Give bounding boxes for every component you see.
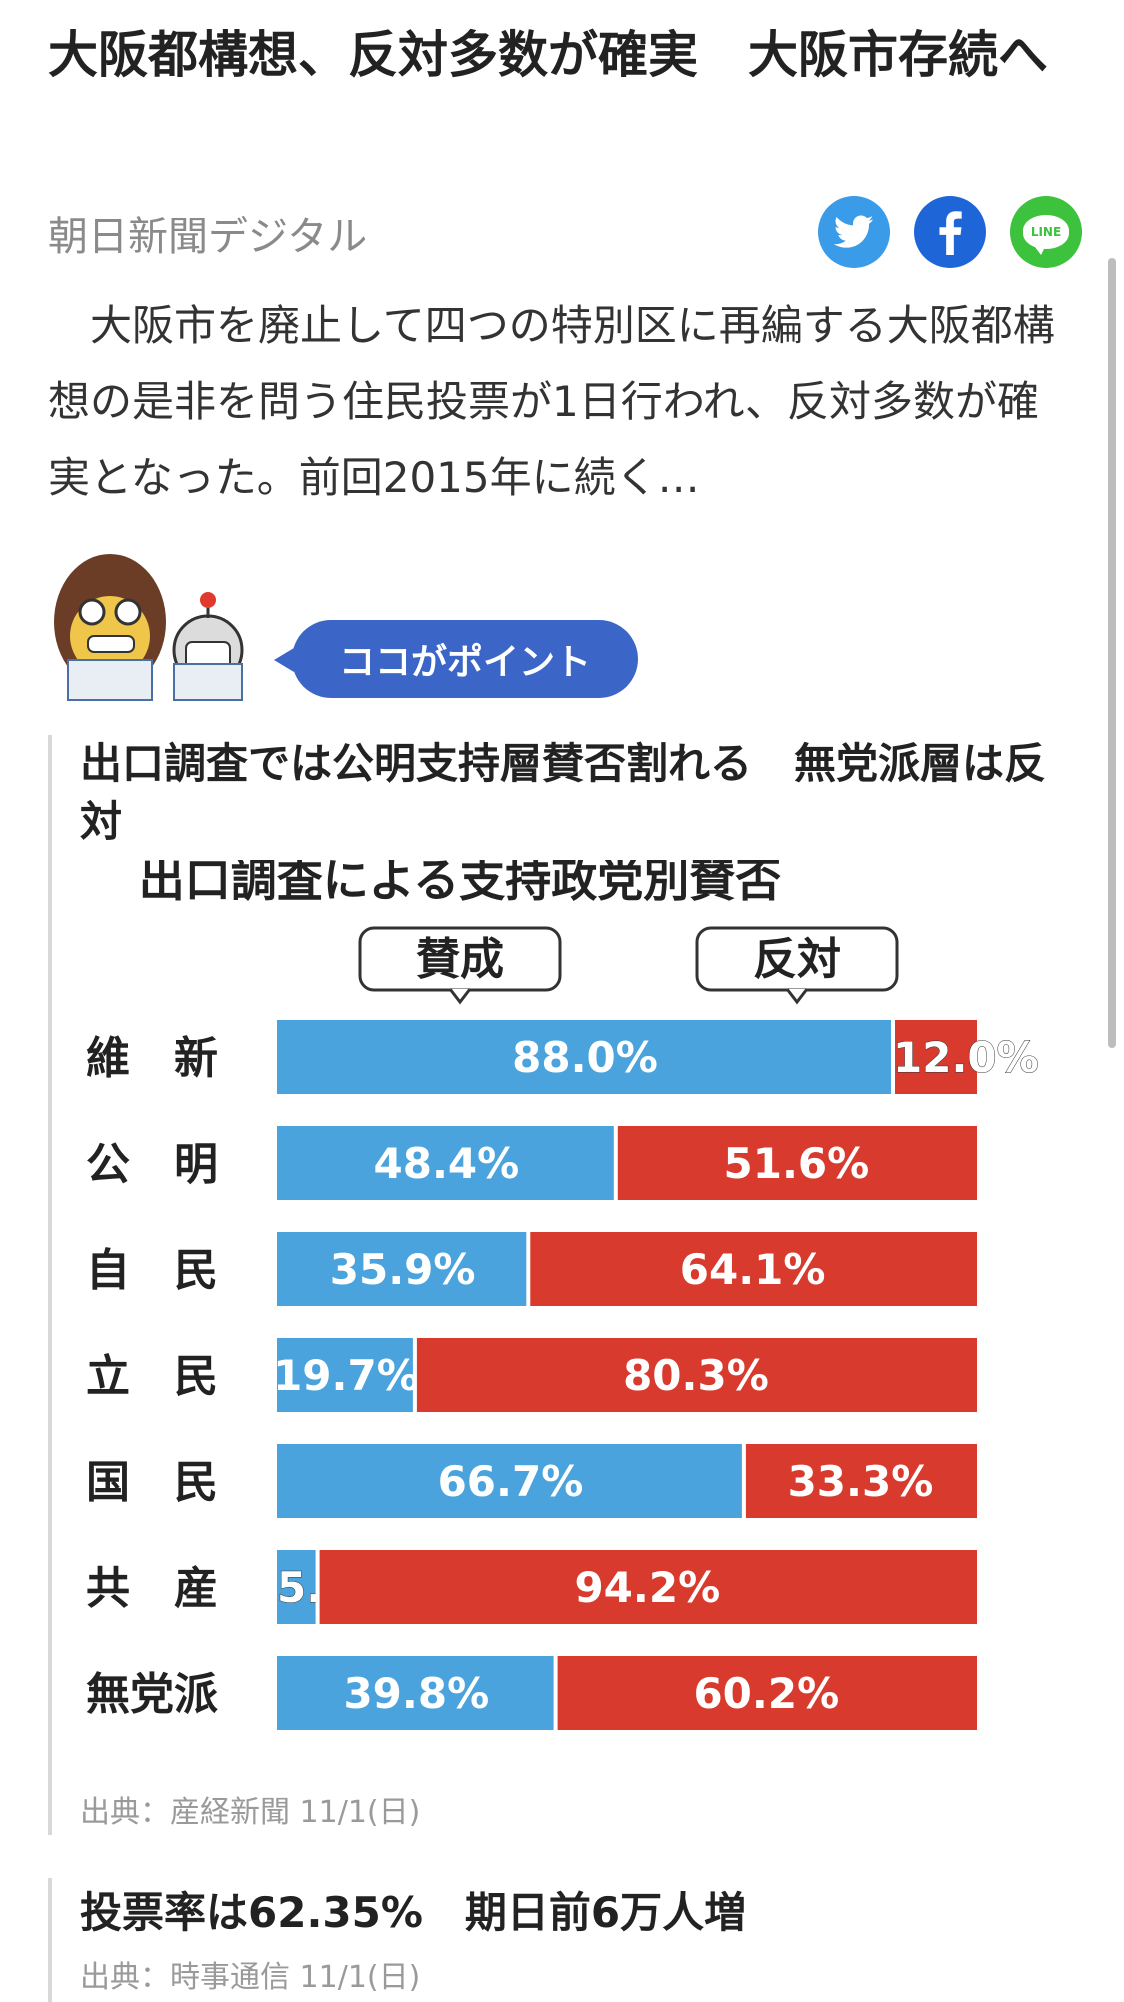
article-summary[interactable]: 大阪市を廃止して四つの特別区に再編する大阪都構想の是非を問う住民投票が1日行われ… (48, 301, 1055, 502)
legend-pointer (785, 988, 809, 1005)
bar-oppose (414, 1338, 977, 1412)
data-label: 64.1% (680, 1245, 826, 1294)
category-label: 共 産 (86, 1563, 218, 1614)
bar-approve (277, 1550, 318, 1624)
legend-item: 反対 (695, 926, 899, 1005)
legend-pointer (448, 988, 472, 1005)
category-label: 維 新 (86, 1033, 218, 1084)
point-card[interactable]: 出口調査では公明支持層賛否割れる 無党派層は反対 出典：産経新聞 11/1(日) (48, 735, 1082, 1835)
category-label: 国 民 (86, 1457, 218, 1508)
line-icon: LINE (1023, 215, 1069, 255)
line-share-button[interactable]: LINE (1010, 196, 1082, 268)
twitter-share-button[interactable] (818, 196, 890, 268)
bar-oppose (528, 1232, 977, 1306)
chart-row: 無党派 39.8% 60.2% (86, 1656, 977, 1730)
bar-approve (277, 1126, 616, 1200)
bar-divider (891, 1020, 895, 1094)
bar-approve (277, 1232, 529, 1306)
point-credit: 出典：時事通信 11/1(日) (80, 1960, 421, 1995)
bar-divider (526, 1232, 531, 1306)
bar-oppose (317, 1550, 978, 1624)
chart-row: 維 新 88.0% 12.0% (86, 1020, 1039, 1094)
data-label: 48.4% (374, 1139, 520, 1188)
category-label: 公 明 (86, 1139, 218, 1190)
bar-divider (741, 1444, 746, 1518)
data-label: 51.6% (724, 1139, 870, 1188)
bar-divider (412, 1338, 417, 1412)
chart-row: 共 産5.8%94.2% (86, 1550, 978, 1624)
bar-approve (277, 1656, 556, 1730)
data-label: 60.2% (693, 1669, 839, 1718)
bar-oppose (615, 1126, 977, 1200)
bar-approve (277, 1020, 893, 1094)
bar-approve (277, 1338, 415, 1412)
bar-divider (315, 1550, 320, 1624)
chart-canvas: 出口調査による支持政党別賛否 賛成 反対 維 新 88.0% 12.0% 公 明 48.4… (86, 853, 1039, 1730)
facebook-icon (939, 211, 962, 255)
data-label: 12.0% (893, 1033, 1039, 1082)
legend-label: 反対 (753, 934, 841, 985)
bar-divider (553, 1656, 558, 1730)
legend-item: 賛成 (358, 926, 562, 1005)
category-label: 自 民 (86, 1245, 218, 1296)
bar-oppose (743, 1444, 977, 1518)
data-label: 35.9% (330, 1245, 476, 1294)
article-meta-row: 朝日新聞デジタル LINE (48, 196, 1088, 272)
data-label: 33.3% (788, 1457, 934, 1506)
category-label: 立 民 (86, 1351, 218, 1402)
point-title[interactable]: 投票率は62.35% 期日前6万人増 (80, 1888, 747, 1937)
exit-poll-chart: 出口調査による支持政党別賛否 賛成 反対 維 新 88.0% 12.0% 公 明 48.4… (80, 853, 1040, 1750)
scrollbar[interactable] (1108, 258, 1116, 1048)
chart-row: 国 民 66.7% 33.3% (86, 1444, 977, 1518)
data-label: 94.2% (574, 1563, 720, 1612)
chart-row: 立 民 19.7% 80.3% (86, 1338, 977, 1412)
point-card[interactable]: 投票率は62.35% 期日前6万人増 出典：時事通信 11/1(日) (48, 1878, 1082, 2002)
point-title[interactable]: 出口調査では公明支持層賛否割れる 無党派層は反対 (80, 739, 1047, 846)
chart-row: 公 明 48.4% 51.6% (86, 1126, 977, 1200)
bar-approve (277, 1444, 744, 1518)
point-label-badge: ココがポイント (274, 620, 638, 698)
data-label: 88.0% (512, 1033, 658, 1082)
legend-label: 賛成 (416, 934, 504, 985)
category-label: 無党派 (86, 1669, 218, 1720)
data-label: 39.8% (343, 1669, 489, 1718)
chart-title: 出口調査による支持政党別賛否 (139, 860, 782, 907)
data-label: 66.7% (438, 1457, 584, 1506)
data-label: 80.3% (623, 1351, 769, 1400)
twitter-icon (834, 215, 874, 248)
bar-oppose (893, 1020, 977, 1094)
bar-oppose (555, 1656, 977, 1730)
facebook-share-button[interactable] (914, 196, 986, 268)
point-credit: 出典：産経新聞 11/1(日) (80, 1795, 421, 1830)
article-headline[interactable]: 大阪都構想、反対多数が確実 大阪市存続へ (48, 26, 1048, 84)
source-name[interactable]: 朝日新聞デジタル (48, 214, 368, 260)
mascot-illustration (54, 554, 244, 701)
chart-row: 自 民 35.9% 64.1% (86, 1232, 977, 1306)
data-label: 19.7% (273, 1351, 419, 1400)
bar-divider (613, 1126, 618, 1200)
